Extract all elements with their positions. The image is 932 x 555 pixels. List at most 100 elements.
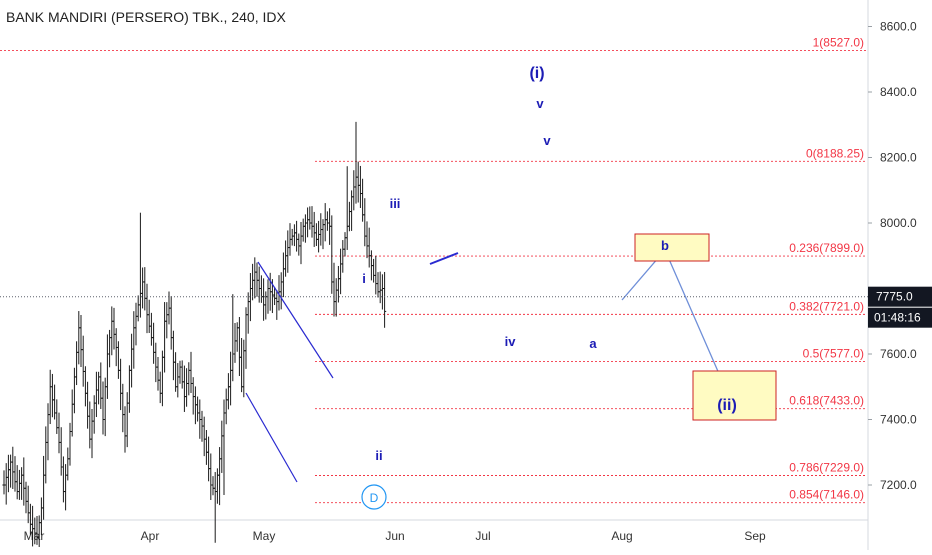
ohlc-bar — [284, 240, 288, 277]
fib-level-label: 0.236(7899.0) — [789, 241, 864, 255]
ohlc-bar — [94, 371, 98, 418]
trend-line-short — [429, 252, 459, 265]
x-tick-label: May — [253, 529, 276, 543]
ohlc-bar — [185, 368, 189, 407]
ohlc-bar — [13, 456, 17, 492]
ohlc-bar — [308, 206, 312, 230]
ohlc-bar — [24, 481, 28, 514]
wave-label: iv — [505, 334, 517, 349]
y-tick-label: 7600.0 — [880, 347, 917, 361]
ohlc-bar — [290, 228, 294, 246]
x-tick-label: Sep — [744, 529, 766, 543]
ohlc-bar — [255, 262, 259, 297]
ohlc-bar — [372, 258, 376, 283]
ohlc-bar — [48, 369, 52, 425]
ohlc-bar — [178, 360, 182, 384]
ohlc-bar — [9, 454, 13, 488]
ohlc-bar — [264, 291, 268, 320]
ohlc-bar — [297, 233, 301, 256]
ohlc-bar — [75, 341, 79, 386]
y-tick-label: 8200.0 — [880, 151, 917, 165]
ohlc-bar — [240, 337, 244, 393]
ohlc-bar — [61, 456, 65, 503]
ohlc-bar — [211, 476, 215, 496]
ohlc-bar — [356, 161, 360, 203]
ohlc-bar — [15, 465, 19, 500]
ohlc-bar — [110, 306, 114, 356]
ohlc-bar — [259, 275, 263, 303]
ohlc-bar — [226, 373, 230, 410]
target-zone-ii — [692, 370, 777, 421]
ohlc-bar — [72, 367, 76, 414]
ohlc-bar — [79, 314, 83, 368]
wave-label: (i) — [529, 65, 544, 82]
y-tick-label: 7200.0 — [880, 478, 917, 492]
ohlc-bar — [160, 350, 164, 407]
x-tick-label: Apr — [141, 529, 160, 543]
wave-label: ii — [375, 448, 382, 463]
ohlc-bar — [191, 377, 195, 415]
fib-level-label: 0.5(7577.0) — [803, 347, 864, 361]
fib-level-label: 0(8188.25) — [806, 146, 864, 160]
ohlc-bar — [312, 211, 316, 247]
ohlc-bar — [275, 290, 279, 320]
ohlc-bar — [378, 271, 382, 304]
ohlc-bar — [383, 271, 387, 328]
target-zone-b — [634, 233, 710, 262]
wave-label: v — [536, 96, 544, 111]
ohlc-bar — [209, 453, 213, 500]
ohlc-bar — [119, 358, 123, 411]
ohlc-bar — [156, 356, 160, 391]
y-tick-label: 7400.0 — [880, 413, 917, 427]
ohlc-bar — [281, 252, 285, 298]
ohlc-bar — [81, 335, 85, 387]
ohlc-bar — [53, 384, 57, 420]
ohlc-bar — [339, 248, 343, 295]
ohlc-bar — [303, 214, 307, 243]
ohlc-bar — [367, 227, 371, 268]
ohlc-bar — [352, 170, 356, 211]
last-price-value: 7775.0 — [876, 290, 913, 304]
ohlc-bar — [182, 365, 186, 412]
ohlc-bar — [174, 352, 178, 392]
ohlc-bar — [334, 278, 338, 317]
ohlc-bar — [20, 467, 24, 500]
ohlc-bar — [231, 294, 235, 382]
ohlc-bar — [204, 430, 208, 465]
wave-label: a — [589, 336, 597, 351]
ohlc-bar — [295, 220, 299, 252]
ohlc-bar — [286, 230, 290, 273]
ohlc-bar — [46, 403, 50, 461]
x-tick-label: Jul — [475, 529, 490, 543]
fib-level-label: 0.382(7721.0) — [789, 299, 864, 313]
ohlc-bar — [101, 381, 105, 435]
fib-level-label: 1(8527.0) — [813, 35, 864, 49]
ohlc-bar — [2, 470, 6, 495]
ohlc-bar — [325, 211, 329, 231]
ohlc-bar — [213, 472, 217, 543]
ohlc-bar — [138, 212, 142, 318]
ohlc-bar — [26, 485, 30, 524]
ohlc-bar — [222, 399, 226, 496]
ohlc-bar — [347, 201, 351, 232]
trend-line-lower — [245, 392, 298, 483]
ohlc-bar — [257, 266, 261, 303]
ohlc-bar — [158, 371, 162, 404]
ohlc-bar — [187, 362, 191, 396]
last-price-badge — [868, 286, 932, 307]
ohlc-bar — [147, 299, 151, 333]
ohlc-bar — [229, 351, 233, 406]
ohlc-bar — [233, 322, 237, 363]
ohlc-bar — [116, 341, 120, 379]
ohlc-bar — [242, 339, 246, 398]
ohlc-bar — [301, 218, 305, 242]
ohlc-bar — [244, 307, 248, 369]
wave-label: b — [661, 238, 669, 253]
ohlc-bar — [50, 373, 54, 418]
ohlc-bar — [77, 311, 81, 365]
ohlc-bar — [132, 311, 136, 369]
ohlc-bar — [323, 203, 327, 242]
ohlc-bar — [343, 232, 347, 257]
y-tick-label: 8400.0 — [880, 85, 917, 99]
